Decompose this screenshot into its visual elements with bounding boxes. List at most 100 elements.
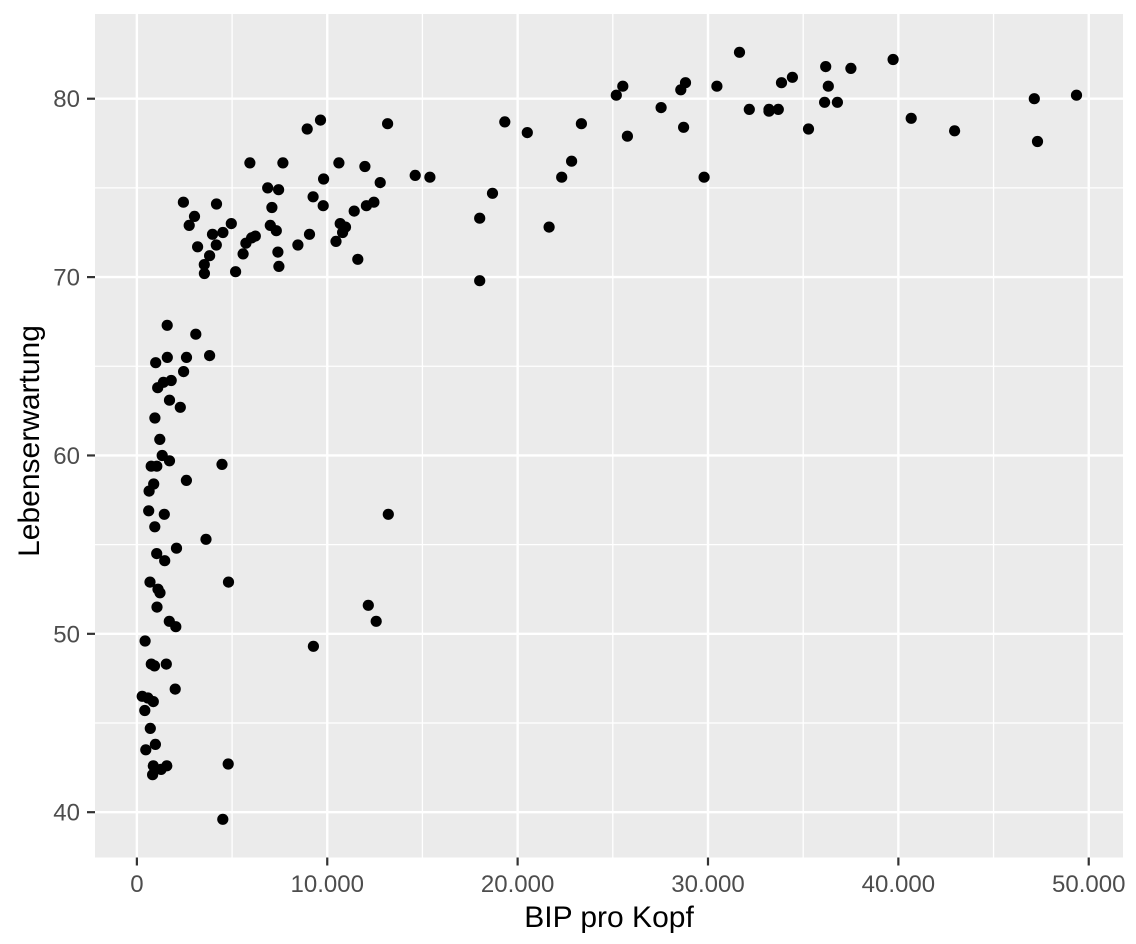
data-point bbox=[733, 46, 746, 58]
y-tick-label: 70 bbox=[53, 265, 80, 292]
y-axis-tick-labels: 40 50 60 70 80 bbox=[53, 86, 80, 826]
data-point bbox=[161, 351, 173, 363]
data-point bbox=[180, 351, 193, 363]
data-point bbox=[148, 478, 160, 490]
x-tick-label: 50.000 bbox=[1052, 871, 1125, 898]
data-points bbox=[136, 46, 1083, 825]
data-point bbox=[1028, 93, 1040, 105]
data-point bbox=[151, 601, 163, 613]
data-point bbox=[180, 474, 192, 486]
data-point bbox=[147, 769, 159, 781]
gridlines-minor bbox=[95, 14, 1123, 858]
data-point bbox=[183, 219, 195, 231]
data-point bbox=[359, 160, 371, 173]
y-tick-label: 60 bbox=[53, 443, 80, 470]
data-point bbox=[905, 112, 917, 124]
data-point bbox=[382, 508, 394, 520]
data-point bbox=[169, 683, 181, 695]
data-point bbox=[174, 401, 186, 413]
data-point bbox=[314, 114, 327, 126]
data-point bbox=[543, 221, 555, 233]
data-point bbox=[149, 738, 161, 751]
data-point bbox=[159, 555, 171, 567]
data-point bbox=[610, 89, 622, 101]
data-point bbox=[155, 763, 167, 776]
plot-panel bbox=[95, 14, 1123, 858]
data-point bbox=[575, 118, 588, 130]
data-point bbox=[150, 357, 162, 369]
data-point bbox=[140, 744, 152, 756]
data-point bbox=[617, 80, 629, 92]
data-point bbox=[222, 576, 235, 588]
data-point bbox=[499, 116, 511, 128]
data-point bbox=[143, 505, 155, 517]
x-tick-label: 30.000 bbox=[671, 871, 744, 898]
data-point bbox=[307, 191, 319, 203]
data-point bbox=[154, 433, 166, 445]
data-point bbox=[151, 548, 163, 560]
data-point bbox=[819, 96, 831, 108]
y-tick-label: 40 bbox=[53, 800, 80, 827]
data-point bbox=[698, 171, 710, 183]
data-point bbox=[270, 225, 282, 237]
x-tick-label: 40.000 bbox=[862, 871, 935, 898]
data-point bbox=[273, 260, 285, 272]
data-point bbox=[161, 319, 173, 331]
data-point bbox=[307, 640, 319, 652]
data-point bbox=[845, 62, 857, 74]
data-point bbox=[139, 635, 151, 647]
data-point bbox=[163, 394, 176, 406]
data-point bbox=[820, 61, 832, 73]
data-point bbox=[474, 275, 486, 287]
data-point bbox=[237, 248, 249, 260]
data-point bbox=[621, 130, 634, 142]
data-point bbox=[200, 533, 212, 545]
data-point bbox=[144, 576, 156, 588]
data-point bbox=[352, 253, 364, 265]
data-point bbox=[743, 103, 755, 115]
data-point bbox=[1031, 135, 1044, 148]
data-point bbox=[831, 96, 844, 108]
data-point bbox=[188, 210, 201, 222]
data-point bbox=[333, 157, 345, 169]
data-point bbox=[216, 458, 228, 470]
data-point bbox=[348, 205, 360, 217]
data-point bbox=[272, 246, 284, 258]
data-point bbox=[147, 696, 159, 708]
data-point bbox=[711, 80, 723, 92]
x-tick-label: 0 bbox=[130, 871, 143, 898]
gridlines-major bbox=[95, 14, 1123, 858]
data-point bbox=[556, 171, 568, 183]
data-point bbox=[240, 237, 252, 249]
data-point bbox=[178, 366, 190, 378]
data-point bbox=[655, 102, 667, 114]
data-point bbox=[362, 599, 374, 611]
data-point bbox=[887, 53, 899, 66]
data-point bbox=[949, 125, 961, 137]
data-point bbox=[775, 77, 788, 89]
data-point bbox=[158, 508, 170, 520]
data-point bbox=[273, 184, 285, 196]
x-axis-title: BIP pro Kopf bbox=[524, 901, 694, 934]
data-point bbox=[678, 121, 690, 133]
data-point bbox=[204, 250, 216, 262]
data-point bbox=[165, 374, 177, 387]
data-point bbox=[170, 542, 183, 554]
data-point bbox=[230, 266, 242, 278]
data-point bbox=[802, 123, 815, 135]
x-tick-label: 20.000 bbox=[481, 871, 554, 898]
data-point bbox=[217, 226, 229, 239]
data-point bbox=[409, 169, 421, 181]
data-point bbox=[244, 157, 256, 169]
data-point bbox=[370, 615, 382, 627]
data-point bbox=[152, 583, 164, 595]
data-point bbox=[763, 103, 775, 115]
data-point bbox=[368, 196, 380, 208]
data-point bbox=[679, 77, 692, 89]
data-point bbox=[206, 228, 219, 240]
data-point bbox=[330, 235, 342, 247]
data-point bbox=[204, 350, 216, 362]
data-point bbox=[152, 382, 164, 394]
y-tick-label: 80 bbox=[53, 86, 80, 113]
